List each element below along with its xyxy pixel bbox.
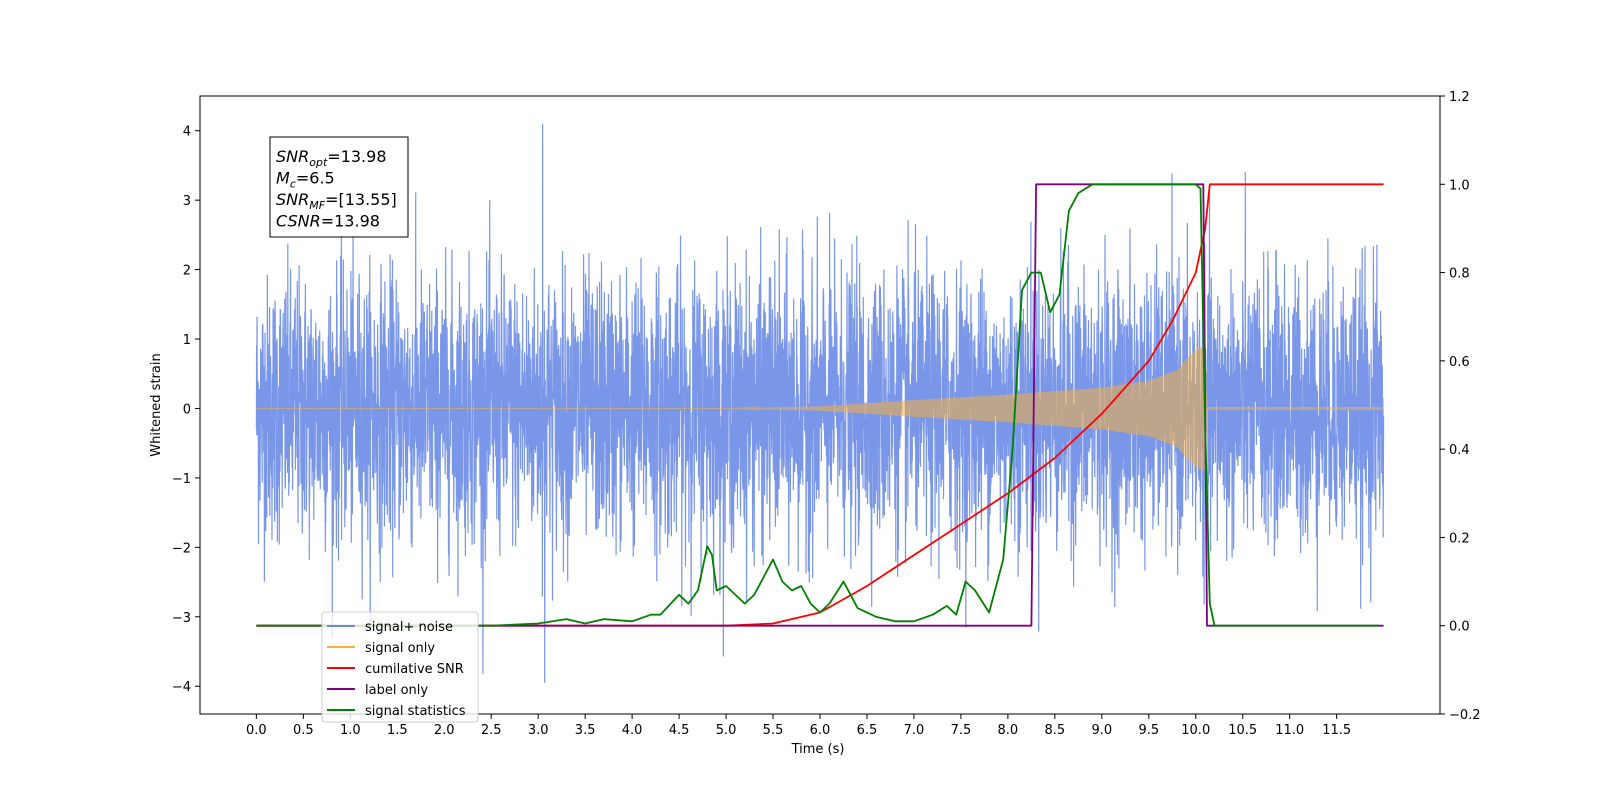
annotation-subscript: c bbox=[290, 178, 296, 191]
x-tick-label: 11.5 bbox=[1322, 723, 1351, 738]
annotation-value: =13.98 bbox=[321, 212, 380, 231]
series-line-signal-noise bbox=[255, 123, 1385, 683]
annotation-symbol: SNR bbox=[276, 147, 309, 166]
y-axis-left: −4 −3 −2 −1 0 1 2 3 4 bbox=[172, 125, 200, 695]
y-tick-label: 4 bbox=[183, 125, 191, 140]
x-axis: 0.0 0.5 1.0 1.5 2.0 2.5 3.0 3.5 4.0 4.5 5.0 5.5 6.0 6… bbox=[246, 714, 1351, 738]
annotation-frame bbox=[269, 136, 409, 238]
x-tick-label: 5.0 bbox=[716, 723, 737, 738]
plot-area bbox=[255, 123, 1385, 683]
x-tick-label: 0.5 bbox=[293, 723, 314, 738]
x-tick-label: 4.0 bbox=[622, 723, 643, 738]
y-tick-label: −2 bbox=[172, 541, 191, 556]
y-tick-label: 3 bbox=[183, 194, 191, 209]
y-tick-label: 1 bbox=[183, 333, 191, 348]
x-tick-label: 8.5 bbox=[1045, 723, 1066, 738]
x-tick-label: 10.0 bbox=[1181, 723, 1210, 738]
annotation-box: SNRopt=13.98Mc=6.5SNRMF=[13.55]CSNR=13.9… bbox=[269, 136, 409, 238]
x-tick-label: 4.5 bbox=[669, 723, 690, 738]
annotation-symbol: M bbox=[276, 169, 290, 188]
x-tick-label: 10.5 bbox=[1228, 723, 1257, 738]
x-tick-label: 8.0 bbox=[998, 723, 1019, 738]
x-tick-label: 1.5 bbox=[387, 723, 408, 738]
x-tick-label: 6.0 bbox=[810, 723, 831, 738]
y2-tick-label: 1.0 bbox=[1449, 178, 1470, 193]
y-tick-label: −1 bbox=[172, 472, 191, 487]
legend-label: signal+ noise bbox=[365, 620, 453, 635]
x-tick-label: 1.0 bbox=[340, 723, 361, 738]
annotation-value: =[13.55] bbox=[325, 190, 397, 209]
y2-tick-label: 0.4 bbox=[1449, 443, 1470, 458]
y-tick-label: 0 bbox=[183, 402, 191, 417]
x-tick-label: 7.0 bbox=[904, 723, 925, 738]
annotation-line: SNRopt=13.98 bbox=[276, 147, 387, 169]
legend-label: signal statistics bbox=[365, 704, 466, 719]
y-tick-label: −4 bbox=[172, 680, 191, 695]
x-tick-label: 11.0 bbox=[1275, 723, 1304, 738]
annotation-line: Mc=6.5 bbox=[276, 169, 335, 191]
x-tick-label: 5.5 bbox=[763, 723, 784, 738]
annotation-symbol: SNR bbox=[276, 190, 309, 209]
y-tick-label: 2 bbox=[183, 264, 191, 279]
x-tick-label: 2.5 bbox=[481, 723, 502, 738]
x-tick-label: 3.5 bbox=[575, 723, 596, 738]
series-line-cumilative-snr bbox=[256, 183, 1384, 627]
series-layer bbox=[255, 123, 1385, 683]
legend-label: cumilative SNR bbox=[365, 662, 464, 677]
annotation-value: =6.5 bbox=[296, 169, 335, 188]
x-tick-label: 3.0 bbox=[528, 723, 549, 738]
y2-tick-label: 0.6 bbox=[1449, 355, 1470, 370]
annotation-subscript: MF bbox=[309, 199, 325, 212]
y2-tick-label: −0.2 bbox=[1449, 708, 1481, 723]
y2-tick-label: 1.2 bbox=[1449, 90, 1470, 105]
y-tick-label: −3 bbox=[172, 611, 191, 626]
y2-tick-label: 0.0 bbox=[1449, 620, 1470, 635]
series-line-signal-only bbox=[256, 345, 1385, 471]
y2-tick-label: 0.2 bbox=[1449, 531, 1470, 546]
legend-label: signal only bbox=[365, 641, 435, 656]
legend-label: label only bbox=[365, 683, 428, 698]
series-line-signal-statistics bbox=[256, 183, 1379, 627]
legend: signal+ noise signal only cumilative SNR la… bbox=[321, 611, 479, 723]
y2-tick-label: 0.8 bbox=[1449, 267, 1470, 282]
legend-frame bbox=[321, 611, 479, 723]
x-tick-label: 2.0 bbox=[434, 723, 455, 738]
annotation-value: =13.98 bbox=[327, 147, 386, 166]
x-axis-label: Time (s) bbox=[791, 742, 845, 757]
annotation-symbol: CSNR bbox=[276, 212, 321, 231]
y-axis-label: Whitened strain bbox=[149, 353, 164, 456]
x-tick-label: 9.5 bbox=[1138, 723, 1159, 738]
annotation-line: SNRMF=[13.55] bbox=[276, 190, 397, 212]
annotation-line: CSNR=13.98 bbox=[276, 212, 380, 231]
x-tick-label: 9.0 bbox=[1091, 723, 1112, 738]
x-tick-label: 6.5 bbox=[857, 723, 878, 738]
x-tick-label: 0.0 bbox=[246, 723, 267, 738]
annotation-subscript: opt bbox=[309, 156, 328, 169]
y-axis-right: −0.2 0.0 0.2 0.4 0.6 0.8 1.0 1.2 bbox=[1440, 90, 1481, 723]
x-tick-label: 7.5 bbox=[951, 723, 972, 738]
